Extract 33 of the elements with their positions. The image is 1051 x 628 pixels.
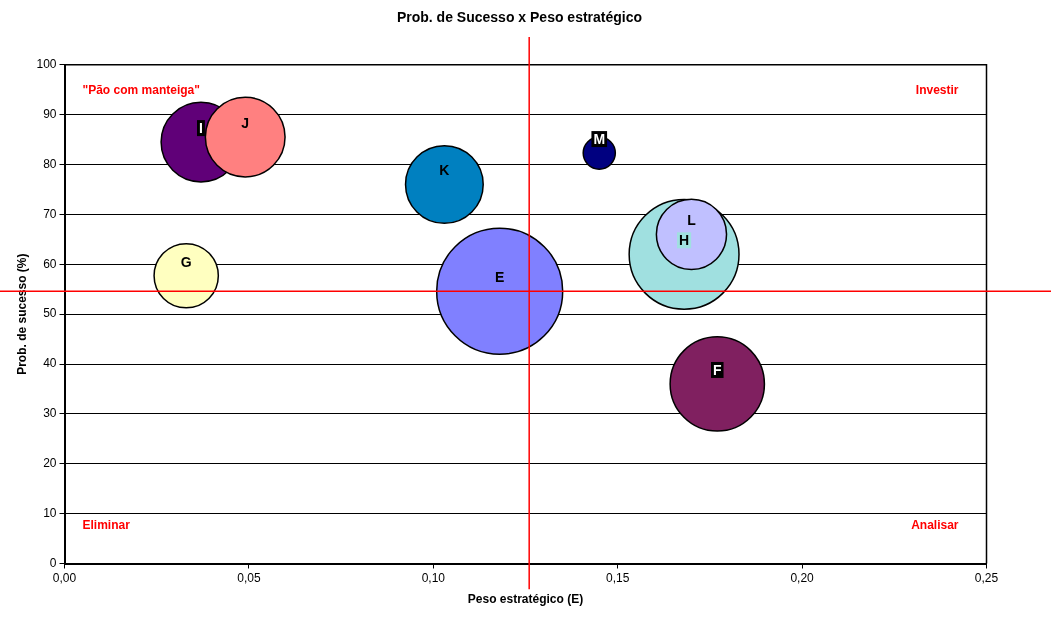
series-label: I xyxy=(199,119,203,136)
series-label: E xyxy=(495,269,505,286)
y-axis-title: Prob. de sucesso (%) xyxy=(14,253,29,375)
y-tick-label: 100 xyxy=(36,57,57,72)
series-label: G xyxy=(180,253,192,270)
annotation: "Pão com manteiga" xyxy=(82,83,200,98)
y-tick-label: 70 xyxy=(43,206,57,221)
annotation: Investir xyxy=(915,83,959,98)
x-tick-label: 0,05 xyxy=(237,571,261,586)
series-label: H xyxy=(679,232,690,249)
y-tick-label: 10 xyxy=(43,505,57,520)
x-tick-label: 0,00 xyxy=(52,571,77,586)
x-tick-label: 0,20 xyxy=(790,571,815,586)
y-tick-label: 0 xyxy=(49,555,57,570)
y-tick-label: 80 xyxy=(43,156,57,171)
y-tick-label: 20 xyxy=(43,456,57,471)
x-axis-title: Peso estratégico (E) xyxy=(467,592,584,607)
y-tick-label: 50 xyxy=(43,306,57,321)
series-label: F xyxy=(712,361,722,378)
x-tick-label: 0,10 xyxy=(421,571,446,586)
series-label: J xyxy=(241,114,250,131)
y-tick-label: 90 xyxy=(43,106,57,121)
y-tick-label: 40 xyxy=(43,356,57,371)
x-tick-label: 0,25 xyxy=(974,571,999,586)
y-tick-label: 30 xyxy=(43,406,57,421)
annotation: Eliminar xyxy=(82,517,131,532)
series-label: L xyxy=(687,212,697,229)
series-label: M xyxy=(593,130,606,147)
chart-title: Prob. de Sucesso x Peso estratégico xyxy=(396,9,643,26)
x-tick-label: 0,15 xyxy=(606,571,630,586)
y-tick-label: 60 xyxy=(43,256,57,271)
series-label: K xyxy=(439,162,450,179)
annotation: Analisar xyxy=(911,517,959,532)
